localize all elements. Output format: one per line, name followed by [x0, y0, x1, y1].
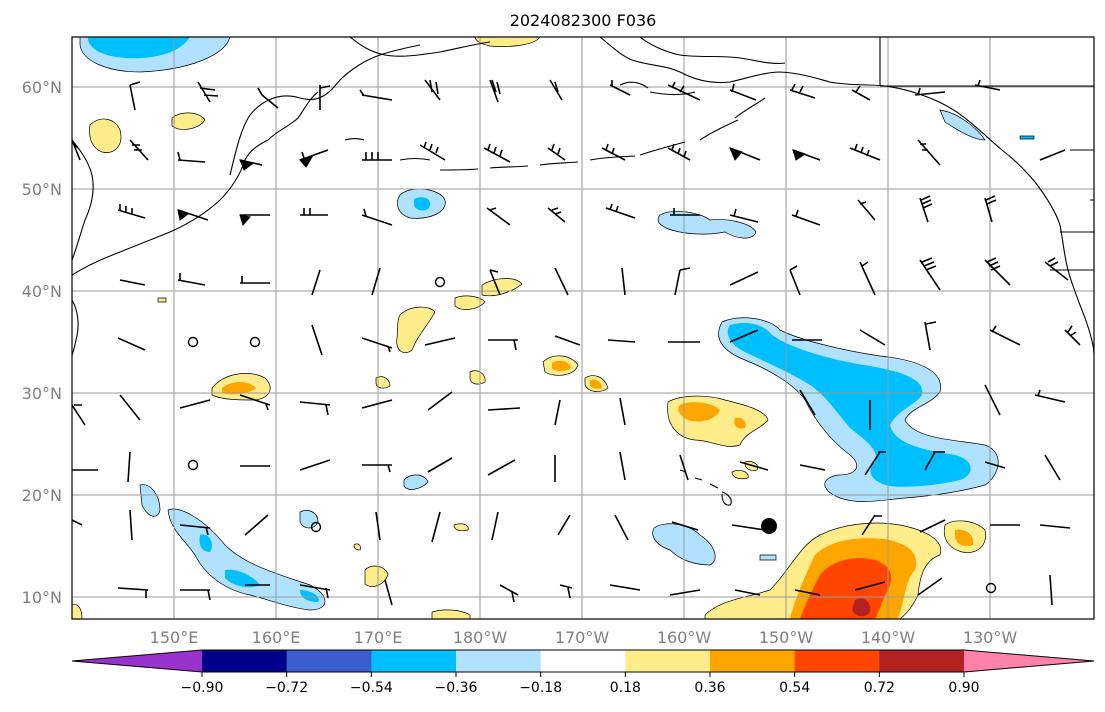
colorbar-segment — [286, 650, 372, 672]
barb-row-50 — [117, 195, 997, 226]
colorbar-segment — [371, 650, 457, 672]
lon-label: 150°E — [150, 628, 199, 647]
wind-barbs — [72, 79, 1081, 606]
colorbar-extend-low — [72, 650, 202, 672]
barb-row-35 — [117, 321, 1081, 356]
colorbar-tick-label: 0.18 — [610, 680, 641, 696]
lon-label: 130°W — [963, 628, 1018, 647]
lat-label: 10°N — [22, 588, 62, 607]
barb-pennant-a — [177, 147, 807, 227]
colorbar-tick-label: −0.18 — [519, 680, 562, 696]
colorbar: −0.90 −0.72 −0.54 −0.36 −0.18 0.18 0.36 0.54 0.7… — [71, 649, 1095, 696]
positive-anomaly-regions — [72, 37, 986, 619]
lon-label: 160°W — [657, 628, 712, 647]
colorbar-segment — [456, 650, 542, 672]
colorbar-tick-label: 0.90 — [948, 680, 979, 696]
lon-label: 140°W — [861, 628, 916, 647]
border-canada — [879, 37, 1094, 271]
coastlines — [72, 37, 1094, 506]
barb-row-15 — [72, 509, 1071, 543]
storm-center-marker — [761, 518, 777, 534]
figure-title: 2024082300 F036 — [510, 11, 657, 30]
colorbar-segment — [202, 650, 288, 672]
latitude-labels: 60°N 50°N 40°N 30°N 20°N 10°N — [22, 78, 62, 607]
barb-row-20 — [72, 451, 1061, 483]
negative-anomaly-regions — [79, 37, 1035, 611]
coast-kamchatka-asia — [72, 139, 94, 261]
lat-label: 30°N — [22, 384, 62, 403]
colorbar-segment — [794, 650, 880, 672]
lon-label: 150°W — [759, 628, 814, 647]
colorbar-tick-label: −0.90 — [181, 680, 224, 696]
barb-row-10 — [117, 574, 1053, 606]
colorbar-tick-label: −0.54 — [350, 680, 393, 696]
coast-aleutians — [344, 97, 766, 171]
barb-row-30 — [72, 384, 1066, 430]
lon-label: 160°E — [252, 628, 301, 647]
colorbar-extend-high — [964, 650, 1094, 672]
lon-label: 180°W — [453, 628, 508, 647]
lat-label: 50°N — [22, 180, 62, 199]
colorbar-tick-label: 0.36 — [694, 680, 725, 696]
colorbar-segment — [625, 650, 711, 672]
colorbar-segment — [879, 650, 965, 672]
colorbar-segments — [71, 649, 1095, 673]
colorbar-tick-label: −0.72 — [265, 680, 308, 696]
lat-label: 60°N — [22, 78, 62, 97]
coast-hawaii — [679, 469, 732, 506]
coast-alaska — [599, 37, 1094, 356]
colorbar-tick-label: 0.54 — [779, 680, 810, 696]
colorbar-tick-label: −0.36 — [435, 680, 478, 696]
calm-circles — [187, 276, 997, 594]
barb-row-60 — [129, 79, 1001, 111]
colorbar-segment — [710, 650, 796, 672]
lat-label: 20°N — [22, 486, 62, 505]
longitude-labels: 150°E 160°E 170°E 180°W 170°W 160°W 150°… — [150, 628, 1018, 647]
coast-chukotka — [349, 37, 491, 57]
barb-row-40 — [119, 257, 1069, 296]
colorbar-segment — [540, 650, 626, 672]
colorbar-tick-label: 0.72 — [864, 680, 895, 696]
lon-label: 170°W — [555, 628, 610, 647]
map-area — [72, 37, 1094, 619]
colorbar-ticks — [201, 672, 965, 677]
barb-row-55 — [72, 139, 1066, 166]
lat-label: 40°N — [22, 282, 62, 301]
graticule — [72, 37, 1094, 619]
lon-label: 170°E — [354, 628, 403, 647]
map-frame — [71, 36, 1095, 620]
coast-alaska-inner — [639, 37, 786, 64]
colorbar-tick-labels: −0.90 −0.72 −0.54 −0.36 −0.18 0.18 0.36 0.54 0.7… — [181, 680, 980, 696]
